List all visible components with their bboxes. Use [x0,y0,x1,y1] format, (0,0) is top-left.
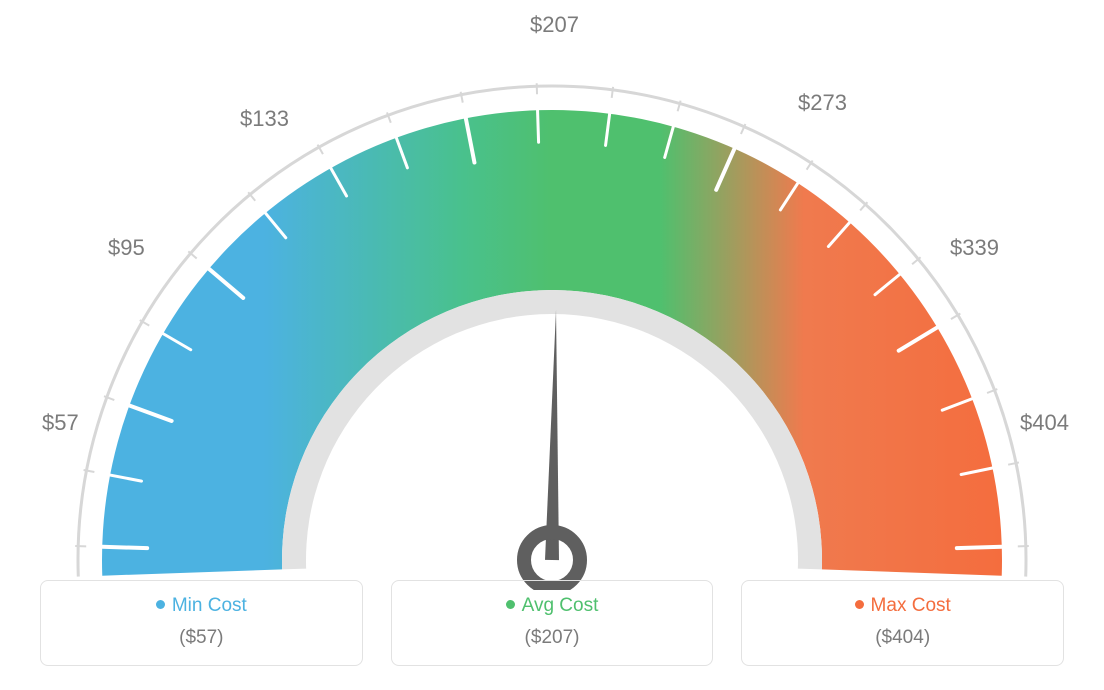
gauge-tick-label: $95 [108,235,145,261]
legend-value-min: ($57) [51,627,352,649]
gauge-tick-label: $207 [530,12,579,38]
dot-icon [506,600,515,609]
dot-icon [855,600,864,609]
legend-title-max: Max Cost [752,595,1053,617]
legend-title-text: Avg Cost [522,595,599,616]
legend-card-min: Min Cost ($57) [40,580,363,666]
gauge-tick-label: $339 [950,235,999,261]
legend-title-min: Min Cost [51,595,352,617]
gauge-svg [0,20,1104,590]
gauge-tick-label: $133 [240,106,289,132]
gauge-tick-label: $404 [1020,410,1069,436]
cost-gauge: $57 $95 $133 $207 $273 $339 $404 [0,0,1104,570]
legend-title-text: Min Cost [172,595,247,616]
gauge-tick-label: $57 [42,410,79,436]
legend-row: Min Cost ($57) Avg Cost ($207) Max Cost … [40,580,1064,666]
gauge-tick-label: $273 [798,90,847,116]
dot-icon [156,600,165,609]
legend-value-avg: ($207) [402,627,703,649]
legend-title-text: Max Cost [871,595,951,616]
legend-value-max: ($404) [752,627,1053,649]
legend-card-max: Max Cost ($404) [741,580,1064,666]
legend-title-avg: Avg Cost [402,595,703,617]
legend-card-avg: Avg Cost ($207) [391,580,714,666]
